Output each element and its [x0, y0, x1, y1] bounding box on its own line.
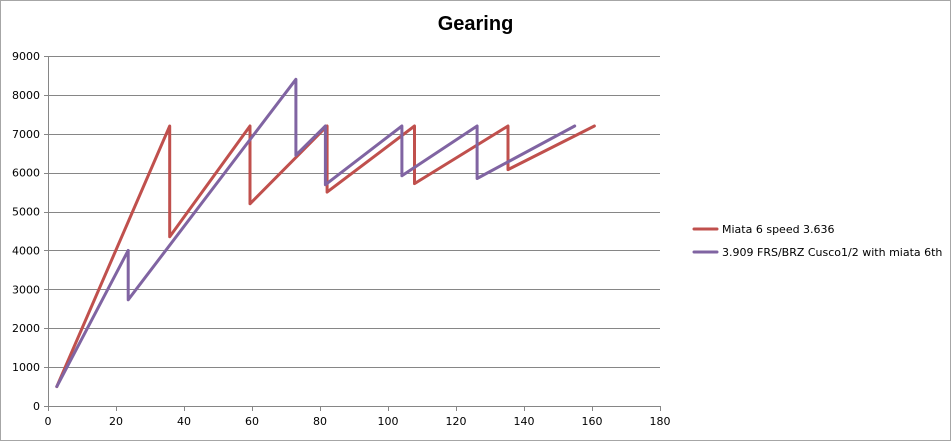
legend-label-2: 3.909 FRS/BRZ Cusco1/2 with miata 6th: [722, 246, 942, 259]
grid-layer: [48, 56, 660, 368]
y-tick-label: 1000: [12, 361, 40, 374]
x-tick-label: 180: [650, 415, 671, 428]
x-tick-label: 120: [446, 415, 467, 428]
axis-layer: 0 1000 2000 3000 4000 5000 6000 7000 8000 9000 0 20…: [12, 50, 671, 428]
x-tick-label: 0: [45, 415, 52, 428]
y-tick-label: 6000: [12, 167, 40, 180]
series-line-1: [55, 124, 596, 389]
x-tick-label: 140: [514, 415, 535, 428]
y-tick-label: 4000: [12, 244, 40, 257]
legend: Miata 6 speed 3.636 3.909 FRS/BRZ Cusco1/…: [692, 223, 942, 259]
y-tick-label: 8000: [12, 89, 40, 102]
y-tick-label: 9000: [12, 50, 40, 63]
series-line-2: [55, 77, 577, 389]
x-tick-label: 20: [109, 415, 123, 428]
legend-label-1: Miata 6 speed 3.636: [722, 223, 835, 236]
x-tick-label: 100: [378, 415, 399, 428]
y-tick-label: 5000: [12, 206, 40, 219]
y-tick-label: 2000: [12, 322, 40, 335]
x-tick-label: 60: [245, 415, 259, 428]
series-layer: [55, 77, 596, 389]
chart-title: Gearing: [437, 13, 514, 35]
x-tick-label: 80: [313, 415, 327, 428]
x-tick-label: 40: [177, 415, 191, 428]
y-tick-label: 3000: [12, 283, 40, 296]
x-tick-label: 160: [582, 415, 603, 428]
y-tick-label: 7000: [12, 128, 40, 141]
y-tick-label: 0: [33, 400, 40, 413]
